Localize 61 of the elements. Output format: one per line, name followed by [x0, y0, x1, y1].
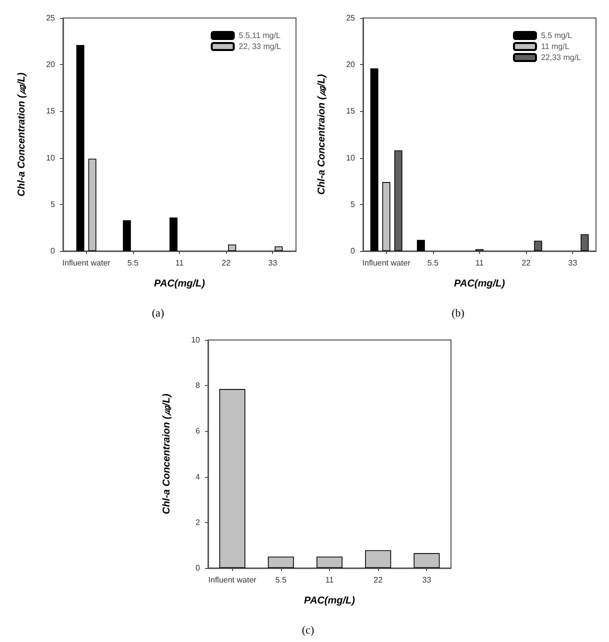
- x-tick-label: 33: [268, 258, 278, 268]
- legend-label: 11 mg/L: [540, 42, 570, 51]
- y-tick-label: 10: [346, 153, 356, 162]
- bar: [219, 389, 246, 568]
- y-tick-label: 20: [46, 60, 56, 70]
- y-tick-label: 8: [196, 381, 201, 390]
- bar: [370, 68, 378, 251]
- x-tick-label: 33: [422, 576, 432, 584]
- x-tick-label: Influent water: [208, 576, 257, 584]
- x-tick-label: 11: [175, 258, 184, 268]
- legend-label: 5.5 mg/L: [540, 31, 573, 40]
- y-tick-label: 4: [196, 472, 201, 482]
- bar: [365, 550, 392, 568]
- x-tick-label: 22: [222, 258, 232, 268]
- y-tick-label: 2: [196, 518, 201, 527]
- x-tick-label: 22: [522, 258, 532, 268]
- text: (b): [452, 308, 465, 320]
- y-tick-label: 6: [196, 426, 201, 436]
- bar: [268, 556, 294, 568]
- x-tick-label: 5.5: [127, 258, 140, 268]
- y-tick-label: 0: [196, 564, 201, 572]
- x-tick-label: 11: [475, 258, 484, 268]
- text: (c): [302, 624, 314, 636]
- y-tick-label: 5: [50, 200, 56, 209]
- bar: [416, 240, 425, 251]
- legend-label: 22, 33 mg/L: [238, 42, 282, 51]
- bar: [414, 553, 440, 568]
- x-tick-label: Influent water: [362, 258, 411, 268]
- x-tick-label: 33: [568, 258, 578, 268]
- y-tick-label: 0: [50, 246, 56, 256]
- y-tick-label: 25: [346, 14, 356, 22]
- y-tick-label: 15: [46, 106, 56, 116]
- x-tick-label: 5.5: [275, 576, 288, 584]
- x-tick-label: Influent water: [62, 258, 111, 268]
- x-axis-title: PAC(mg/L): [154, 278, 206, 290]
- legend-label: 5.5,11 mg/L: [238, 31, 281, 40]
- x-tick-label: 5.5: [427, 258, 440, 268]
- y-tick-label: 5: [350, 200, 356, 209]
- bar: [382, 182, 390, 251]
- y-tick-label: 15: [346, 106, 356, 116]
- y-tick-label: 0: [350, 246, 356, 256]
- bar: [170, 217, 178, 251]
- y-axis-title: Chl-a Concentration (㎍/L): [16, 72, 28, 196]
- y-axis-title: Chl-a Concentraion (㎍/L): [162, 393, 172, 514]
- y-tick-label: 10: [46, 153, 56, 162]
- bar: [76, 45, 84, 251]
- bar: [228, 244, 236, 251]
- y-tick-label: 20: [346, 60, 356, 70]
- y-axis-title: Chl-a Concentraion (㎍/L): [316, 74, 328, 195]
- x-tick-label: 22: [374, 576, 384, 584]
- text: (a): [152, 308, 164, 320]
- bar: [88, 158, 96, 251]
- bar: [274, 246, 283, 251]
- x-axis-title: PAC(mg/L): [454, 278, 506, 290]
- y-tick-label: 25: [46, 14, 56, 22]
- x-axis-title: PAC(mg/L): [304, 596, 356, 606]
- bar: [316, 556, 342, 568]
- y-tick-label: 10: [191, 336, 201, 344]
- x-tick-label: 11: [325, 576, 334, 584]
- bar: [122, 220, 131, 251]
- legend-label: 22,33 mg/L: [540, 53, 582, 62]
